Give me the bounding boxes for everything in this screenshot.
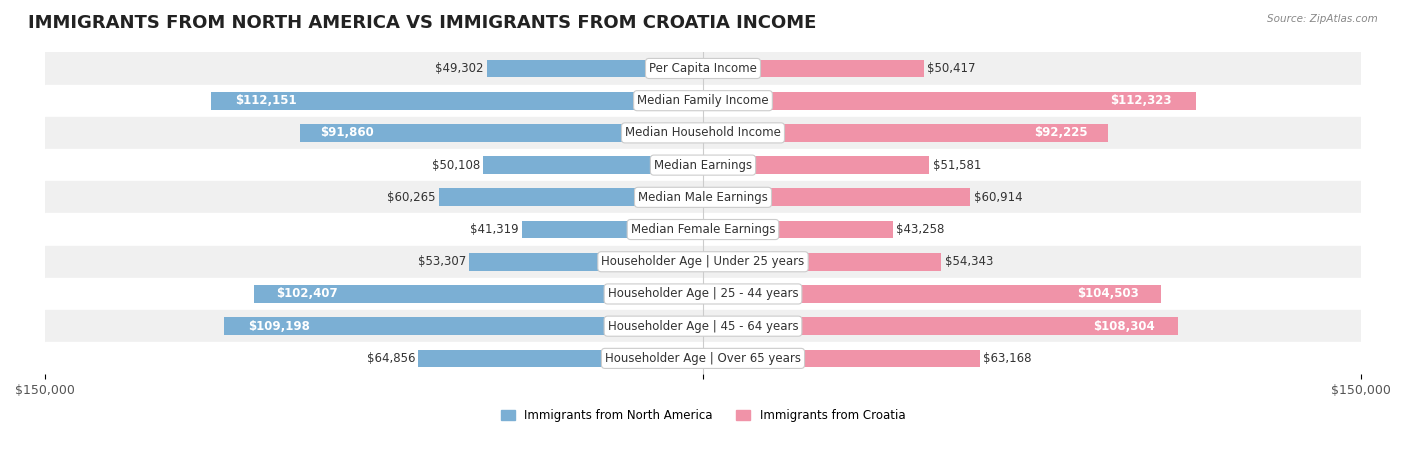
Bar (703, 285, 1161, 303)
Bar (45, 342, 1361, 375)
Bar (45, 85, 1361, 117)
Bar (703, 124, 1108, 142)
Text: Median Male Earnings: Median Male Earnings (638, 191, 768, 204)
Bar (522, 221, 703, 238)
Legend: Immigrants from North America, Immigrants from Croatia: Immigrants from North America, Immigrant… (496, 404, 910, 426)
Bar (45, 181, 1361, 213)
Text: $41,319: $41,319 (470, 223, 519, 236)
Text: Median Female Earnings: Median Female Earnings (631, 223, 775, 236)
Text: $112,151: $112,151 (236, 94, 297, 107)
Text: Householder Age | 25 - 44 years: Householder Age | 25 - 44 years (607, 288, 799, 300)
Bar (419, 349, 703, 367)
Bar (299, 124, 703, 142)
Bar (45, 149, 1361, 181)
Text: $109,198: $109,198 (247, 320, 309, 333)
Bar (45, 310, 1361, 342)
Text: $112,323: $112,323 (1109, 94, 1171, 107)
Text: $104,503: $104,503 (1077, 288, 1139, 300)
Text: $43,258: $43,258 (896, 223, 945, 236)
Text: Median Household Income: Median Household Income (626, 127, 780, 139)
Text: Householder Age | 45 - 64 years: Householder Age | 45 - 64 years (607, 320, 799, 333)
Text: $64,856: $64,856 (367, 352, 415, 365)
Text: $49,302: $49,302 (434, 62, 484, 75)
Text: $60,914: $60,914 (973, 191, 1022, 204)
Text: $92,225: $92,225 (1033, 127, 1087, 139)
Bar (211, 92, 703, 110)
Bar (703, 60, 924, 78)
Bar (703, 253, 942, 270)
Bar (703, 349, 980, 367)
Text: Householder Age | Under 25 years: Householder Age | Under 25 years (602, 255, 804, 268)
Bar (45, 117, 1361, 149)
Text: $50,417: $50,417 (928, 62, 976, 75)
Bar (703, 92, 1195, 110)
Bar (224, 317, 703, 335)
Text: Median Earnings: Median Earnings (654, 159, 752, 171)
Bar (484, 156, 703, 174)
Text: $60,265: $60,265 (387, 191, 436, 204)
Text: $54,343: $54,343 (945, 255, 993, 268)
Bar (703, 317, 1178, 335)
Text: $91,860: $91,860 (321, 127, 374, 139)
Text: $53,307: $53,307 (418, 255, 465, 268)
Text: Per Capita Income: Per Capita Income (650, 62, 756, 75)
Text: $63,168: $63,168 (983, 352, 1032, 365)
Bar (45, 52, 1361, 85)
Bar (45, 278, 1361, 310)
Bar (45, 213, 1361, 246)
Text: $50,108: $50,108 (432, 159, 479, 171)
Bar (439, 189, 703, 206)
Bar (703, 221, 893, 238)
Text: Median Family Income: Median Family Income (637, 94, 769, 107)
Text: $108,304: $108,304 (1092, 320, 1154, 333)
Text: $51,581: $51,581 (932, 159, 981, 171)
Bar (470, 253, 703, 270)
Text: Householder Age | Over 65 years: Householder Age | Over 65 years (605, 352, 801, 365)
Text: IMMIGRANTS FROM NORTH AMERICA VS IMMIGRANTS FROM CROATIA INCOME: IMMIGRANTS FROM NORTH AMERICA VS IMMIGRA… (28, 14, 817, 32)
Bar (45, 246, 1361, 278)
Text: Source: ZipAtlas.com: Source: ZipAtlas.com (1267, 14, 1378, 24)
Bar (486, 60, 703, 78)
Bar (253, 285, 703, 303)
Bar (703, 156, 929, 174)
Bar (703, 189, 970, 206)
Text: $102,407: $102,407 (276, 288, 337, 300)
